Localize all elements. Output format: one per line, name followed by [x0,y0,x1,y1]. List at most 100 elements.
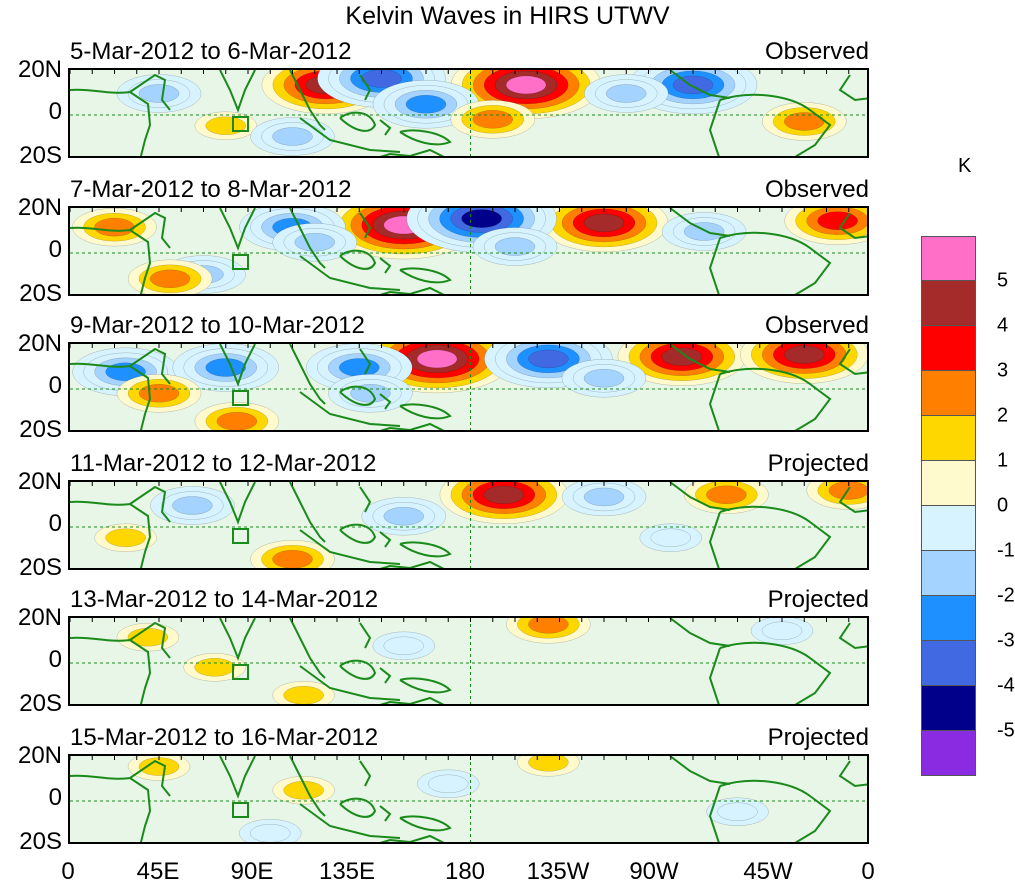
lat-tick-label: 0 [48,98,62,125]
lat-tick-label: 20S [19,828,62,855]
colorbar-swatch [921,236,976,281]
coastline [339,111,377,132]
coastline [379,834,445,842]
coastline [359,348,372,375]
panel-period: 13-Mar-2012 to 14-Mar-2012 [70,586,379,613]
colorbar-label: 5 [997,269,1009,292]
colorbar-label: -4 [997,674,1015,697]
anomaly-map [68,342,869,432]
anomaly-map [68,480,869,570]
coastline [70,226,152,294]
anomaly-map [68,68,869,158]
coastline [219,208,256,251]
lat-tick-label: 0 [48,236,62,263]
anomaly-map [68,206,869,296]
coastline [379,148,445,156]
coastline [708,99,721,156]
colorbar-swatch [921,371,976,416]
coastline [838,622,867,650]
coastline [339,523,377,544]
map-panel: 7-Mar-2012 to 8-Mar-2012 Observed 20N 0 20S [18,176,869,307]
region-box [232,116,249,132]
coastline [838,74,867,102]
coastline [719,93,832,156]
coastline [299,529,401,565]
panel-period: 9-Mar-2012 to 10-Mar-2012 [70,312,365,339]
anomaly-map [68,754,869,844]
anomaly-contour [583,369,625,388]
anomaly-map [68,616,869,706]
lat-tick-label: 20S [19,142,62,169]
lat-tick-label: 20N [17,194,62,221]
panel-status: Observed [764,38,869,65]
lat-tick-label: 0 [48,372,62,399]
anomaly-contour [784,345,825,364]
coastline [289,618,326,679]
anomaly-contour [606,84,647,103]
lat-tick-label: 20N [17,468,62,495]
lat-tick-label: 20S [19,690,62,717]
coastline [708,237,721,294]
coastline [359,622,372,649]
anomaly-contour [383,507,424,526]
colorbar-label: -2 [997,584,1015,607]
coastline [129,211,171,249]
anomaly-contour [205,358,246,377]
lat-tick-label: 20N [17,604,62,631]
anomaly-contour [294,233,335,252]
anomaly-contour [428,774,469,794]
panel-period: 7-Mar-2012 to 8-Mar-2012 [70,176,352,203]
anomaly-contour [339,358,380,377]
region-box [232,664,249,680]
panel-period: 11-Mar-2012 to 12-Mar-2012 [70,450,377,477]
coastline [399,267,452,284]
coastline [669,756,731,785]
coastline [379,393,392,410]
coastline [219,70,256,113]
colorbar-swatch [921,641,976,686]
colorbar-label: 4 [997,314,1009,337]
lon-tick-label: 135W [526,858,590,885]
coastline [719,505,832,568]
coastline [719,231,832,294]
lat-tick-label: 20S [19,280,62,307]
coastline [219,482,256,525]
anomaly-contour [528,756,569,772]
anomaly-contour [94,217,135,237]
map-panel: 5-Mar-2012 to 6-Mar-2012 Observed 20N 0 20S [18,38,869,169]
lon-tick-label: 0 [861,858,875,885]
coastline [359,212,372,239]
coastline [359,760,372,787]
coastline [719,779,832,842]
coastline [289,482,326,543]
lat-tick-label: 20N [17,330,62,357]
map-title: Kelvin Waves in HIRS UTWV [345,2,670,30]
coastline [379,696,445,704]
lon-tick-label: 0 [61,858,75,885]
coastline [299,255,401,291]
coastline [70,774,152,842]
coastline [399,403,452,420]
map-panel: 11-Mar-2012 to 12-Mar-2012 Projected 20N 0 2… [18,450,869,581]
panel-status: Observed [764,176,869,203]
lon-tick-label: 90W [629,858,679,885]
colorbar-swatch [921,686,976,731]
region-box [232,390,249,406]
panel-status: Observed [764,312,869,339]
anomaly-contour [216,412,258,430]
colorbar [921,236,976,776]
lat-tick-label: 0 [48,784,62,811]
coastline [708,647,721,704]
anomaly-contour [661,347,703,366]
coastline [129,347,171,385]
coastline [289,70,326,131]
coastline [299,803,401,839]
coastline [708,785,721,842]
anomaly-field [70,618,867,704]
coastline [669,70,731,99]
lat-tick-label: 20N [17,742,62,769]
anomaly-contour [383,636,424,656]
anomaly-contour [483,485,525,504]
colorbar-label: -1 [997,539,1015,562]
anomaly-contour [583,213,625,233]
